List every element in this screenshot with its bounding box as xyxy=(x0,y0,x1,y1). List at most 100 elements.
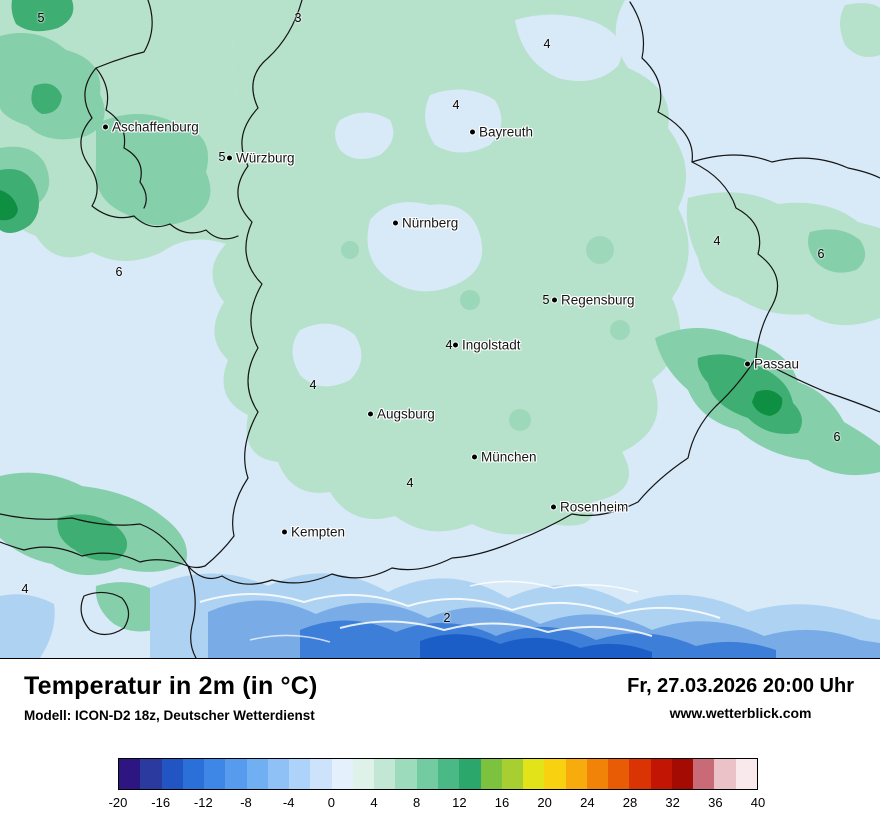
terrain-speckle xyxy=(509,409,531,431)
terrain-green-topright xyxy=(840,3,880,58)
terrain-green-east xyxy=(686,192,880,326)
terrain-deepgreen-leftedge xyxy=(0,190,18,221)
city-label: Kempten xyxy=(291,524,346,540)
temp-value: 4 xyxy=(406,476,414,490)
terrain-ridge-line xyxy=(469,580,639,593)
colorbar-labels: -20 -16 -12 -8 -4 0 4 8 12 16 20 24 28 32 36 40 xyxy=(109,795,766,811)
city-label: Nürnberg xyxy=(402,215,459,231)
colorbar-tick-label: 4 xyxy=(370,795,378,810)
border-hessen-inner xyxy=(95,67,147,209)
city-marker: Rosenheim xyxy=(551,500,628,515)
border-west-north xyxy=(0,513,189,567)
border-bavaria-west xyxy=(187,0,303,569)
border-czech-east xyxy=(691,154,880,179)
temp-value: 6 xyxy=(115,265,123,279)
terrain-darkgreen-corner xyxy=(11,0,74,32)
caption-right: Fr, 27.03.2026 20:00 Uhr www.wetterblick… xyxy=(627,672,854,721)
colorbar-segment xyxy=(671,759,694,789)
city-label: Augsburg xyxy=(377,406,435,422)
caption-row: Temperatur in 2m (in °C) Modell: ICON-D2… xyxy=(0,659,880,723)
terrain-blue-pocket-center xyxy=(292,323,362,387)
colorbar-segment xyxy=(140,759,162,789)
city-label: Ingolstadt xyxy=(462,337,521,353)
temperature-values-layer: 5 3 4 4 5 6 4 6 5 4 4 6 4 4 2 xyxy=(21,11,841,625)
terrain-speckle xyxy=(341,241,359,259)
terrain-speckle xyxy=(586,236,614,264)
colorbar-tick-label: 8 xyxy=(413,795,421,810)
colorbar-tick-label: 40 xyxy=(750,795,766,810)
colorbar-segment xyxy=(182,759,205,789)
temp-value: 4 xyxy=(21,582,29,596)
temperature-map-svg xyxy=(0,0,880,658)
colorbar-segment xyxy=(693,759,715,789)
colorbar-segment xyxy=(310,759,332,789)
colorbar-tick-label: 16 xyxy=(494,795,510,810)
temp-value: 2 xyxy=(443,611,451,625)
terrain-blue-pocket-bayreuth xyxy=(425,89,502,153)
city-dot-icon xyxy=(453,342,458,348)
terrain-midgreen-eastspot xyxy=(808,229,866,273)
temp-value: 3 xyxy=(294,11,302,25)
temp-value: 6 xyxy=(833,430,841,444)
city-dot-icon xyxy=(470,129,475,135)
city-label: Rosenheim xyxy=(560,499,629,515)
temp-value: 6 xyxy=(817,247,825,261)
city-marker: Augsburg xyxy=(368,407,435,422)
terrain-blue-pocket-small xyxy=(335,112,394,159)
terrain-ridge-line xyxy=(249,634,331,643)
terrain-darkgreen-passau xyxy=(697,354,802,434)
city-marker: Regensburg xyxy=(552,293,635,308)
city-dot-icon xyxy=(472,454,477,460)
colorbar-segment xyxy=(437,759,460,789)
temp-value: 4 xyxy=(713,234,721,248)
terrain-speckle xyxy=(610,320,630,340)
colorbar-segment xyxy=(565,759,587,789)
city-marker: Aschaffenburg xyxy=(103,120,199,135)
colorbar-tick-label: 20 xyxy=(537,795,552,810)
colorbar: -20 -16 -12 -8 -4 0 4 8 12 16 20 24 28 32 36 40 xyxy=(109,758,766,811)
colorbar-segment xyxy=(395,759,417,789)
colorbar-segment xyxy=(735,759,757,789)
city-marker: Passau xyxy=(745,357,799,372)
city-label: Bayreuth xyxy=(479,124,534,140)
colorbar-segments xyxy=(118,758,758,790)
colorbar-tick-label: 0 xyxy=(327,795,335,810)
colorbar-segment xyxy=(650,759,672,789)
city-marker: Kempten xyxy=(282,525,345,540)
model-info: Modell: ICON-D2 18z, Deutscher Wetterdie… xyxy=(24,708,315,723)
terrain-blue-pocket-north xyxy=(515,14,622,82)
colorbar-tick-label: -16 xyxy=(151,795,171,810)
colorbar-segment xyxy=(714,759,736,789)
colorbar-tick-label: -4 xyxy=(282,795,295,810)
colorbar-tick-label: -20 xyxy=(108,795,128,810)
colorbar-tick-label: 32 xyxy=(665,795,680,810)
colorbar-tick-label: -8 xyxy=(240,795,252,810)
colorbar-segment xyxy=(204,759,226,789)
colorbar-segment xyxy=(586,759,609,789)
colorbar-segment xyxy=(289,759,311,789)
city-label: München xyxy=(481,449,537,465)
map-footer: Temperatur in 2m (in °C) Modell: ICON-D2… xyxy=(0,659,880,830)
terrain-ridge-line xyxy=(339,620,653,637)
terrain-darkgreen-allgaeu xyxy=(57,514,128,561)
terrain-alps-band4 xyxy=(420,634,652,658)
caption-left: Temperatur in 2m (in °C) Modell: ICON-D2… xyxy=(24,672,318,723)
colorbar-segment xyxy=(608,759,630,789)
border-austria-east xyxy=(755,357,880,413)
city-dot-icon xyxy=(282,529,287,535)
border-hessen xyxy=(80,0,239,240)
temp-value: 4 xyxy=(452,98,460,112)
colorbar-tick-label: 36 xyxy=(708,795,723,810)
colorbar-segment xyxy=(352,759,375,789)
colorbar-segment xyxy=(629,759,651,789)
terrain-darkgreen-spot1 xyxy=(31,83,62,114)
city-label: Würzburg xyxy=(236,150,295,166)
colorbar-segment xyxy=(225,759,247,789)
colorbar-segment xyxy=(161,759,183,789)
city-dot-icon xyxy=(103,124,108,130)
terrain-alps-cornerblue xyxy=(0,594,55,658)
city-dot-icon xyxy=(393,220,398,226)
city-marker: Bayreuth xyxy=(470,125,533,140)
city-label: Passau xyxy=(754,356,800,372)
